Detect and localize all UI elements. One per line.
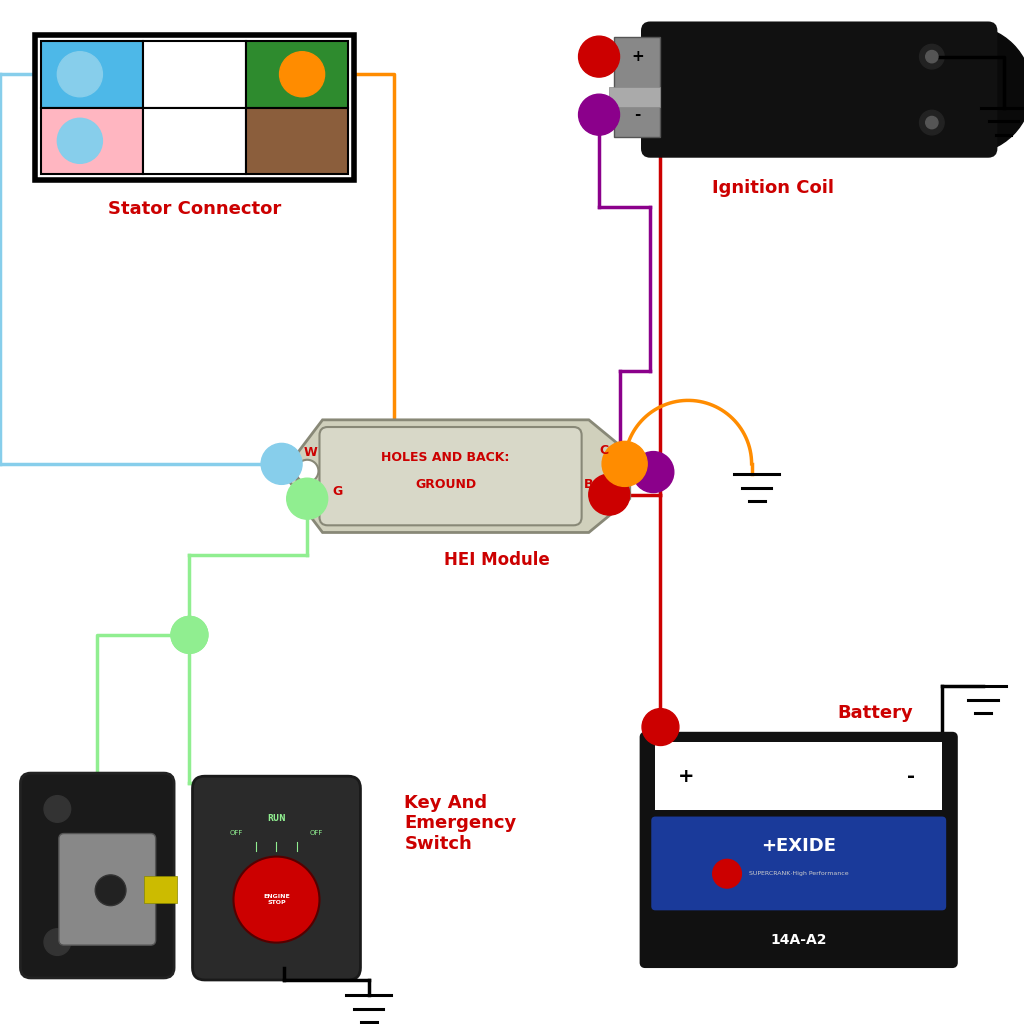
- Text: B: B: [584, 478, 594, 492]
- Circle shape: [296, 460, 318, 482]
- Circle shape: [171, 616, 208, 653]
- Text: ENGINE
STOP: ENGINE STOP: [263, 894, 290, 905]
- Text: Key And
Emergency
Switch: Key And Emergency Switch: [404, 794, 517, 853]
- Circle shape: [633, 452, 674, 493]
- FancyBboxPatch shape: [20, 773, 174, 978]
- Text: Ignition Coil: Ignition Coil: [712, 179, 835, 198]
- Text: -: -: [907, 767, 915, 785]
- Circle shape: [642, 709, 679, 745]
- Circle shape: [926, 117, 938, 129]
- Circle shape: [95, 874, 126, 905]
- Polygon shape: [297, 420, 630, 532]
- Bar: [246, 41, 348, 108]
- Text: -: -: [634, 108, 641, 122]
- FancyBboxPatch shape: [651, 816, 946, 910]
- Circle shape: [280, 51, 325, 97]
- Circle shape: [57, 51, 102, 97]
- Text: C: C: [600, 443, 608, 457]
- Text: RUN: RUN: [267, 814, 286, 823]
- Text: +EXIDE: +EXIDE: [761, 838, 837, 855]
- FancyBboxPatch shape: [642, 23, 996, 157]
- Text: SUPERCRANK·High Performance: SUPERCRANK·High Performance: [749, 871, 849, 877]
- Bar: [41, 41, 143, 108]
- Text: OFF: OFF: [310, 830, 324, 837]
- Circle shape: [171, 616, 208, 653]
- FancyBboxPatch shape: [193, 776, 360, 980]
- Bar: [609, 87, 660, 106]
- FancyBboxPatch shape: [641, 733, 956, 967]
- Text: HOLES AND BACK:: HOLES AND BACK:: [381, 452, 510, 464]
- Circle shape: [920, 44, 944, 69]
- Text: GROUND: GROUND: [415, 478, 476, 490]
- Circle shape: [579, 36, 620, 77]
- Text: OFF: OFF: [229, 830, 243, 837]
- Circle shape: [261, 443, 302, 484]
- Bar: [143, 876, 177, 903]
- Circle shape: [602, 441, 647, 486]
- Circle shape: [589, 474, 630, 515]
- Bar: [143, 41, 246, 108]
- Circle shape: [44, 796, 71, 822]
- Bar: [35, 35, 354, 180]
- Text: G: G: [333, 484, 343, 498]
- Bar: [41, 108, 143, 174]
- Circle shape: [920, 111, 944, 135]
- Text: 14A-A2: 14A-A2: [770, 933, 827, 947]
- Circle shape: [713, 859, 741, 888]
- Circle shape: [287, 451, 328, 492]
- Text: Battery: Battery: [838, 703, 913, 722]
- Text: Stator Connector: Stator Connector: [108, 200, 282, 218]
- Circle shape: [44, 929, 71, 955]
- Circle shape: [57, 119, 102, 164]
- Bar: [246, 108, 348, 174]
- Circle shape: [903, 26, 1024, 154]
- Circle shape: [926, 50, 938, 62]
- Circle shape: [233, 856, 319, 942]
- FancyBboxPatch shape: [59, 834, 156, 945]
- Text: W: W: [303, 445, 317, 459]
- Circle shape: [579, 94, 620, 135]
- Text: +: +: [631, 49, 644, 65]
- FancyBboxPatch shape: [319, 427, 582, 525]
- Bar: [143, 108, 246, 174]
- Bar: [655, 742, 942, 810]
- Circle shape: [287, 478, 328, 519]
- Text: HEI Module: HEI Module: [443, 551, 550, 569]
- Bar: [614, 37, 660, 137]
- Text: +: +: [678, 767, 694, 785]
